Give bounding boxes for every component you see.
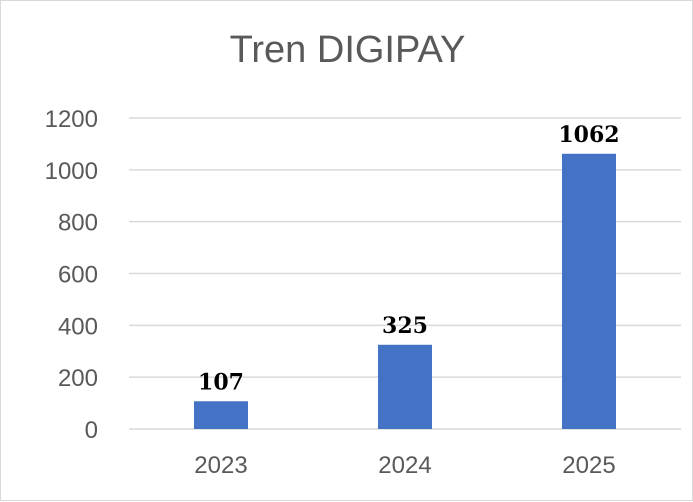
chart-title: Tren DIGIPAY bbox=[229, 29, 466, 71]
data-label: 1062 bbox=[558, 122, 619, 148]
x-tick-label: 2025 bbox=[562, 452, 615, 479]
y-tick-label: 200 bbox=[58, 365, 98, 392]
bar-2024 bbox=[378, 344, 432, 429]
x-tick-label: 2023 bbox=[194, 452, 247, 479]
y-tick-label: 800 bbox=[58, 210, 98, 237]
y-tick-label: 0 bbox=[85, 417, 98, 444]
data-label: 107 bbox=[198, 369, 244, 395]
y-tick-label: 600 bbox=[58, 262, 98, 289]
y-tick-label: 1000 bbox=[45, 158, 98, 185]
bar-2023 bbox=[194, 401, 248, 429]
x-tick-label: 2024 bbox=[378, 452, 431, 479]
y-tick-label: 1200 bbox=[45, 106, 98, 133]
data-label: 325 bbox=[382, 313, 428, 339]
y-tick-label: 400 bbox=[58, 313, 98, 340]
bar-2025 bbox=[562, 153, 616, 429]
